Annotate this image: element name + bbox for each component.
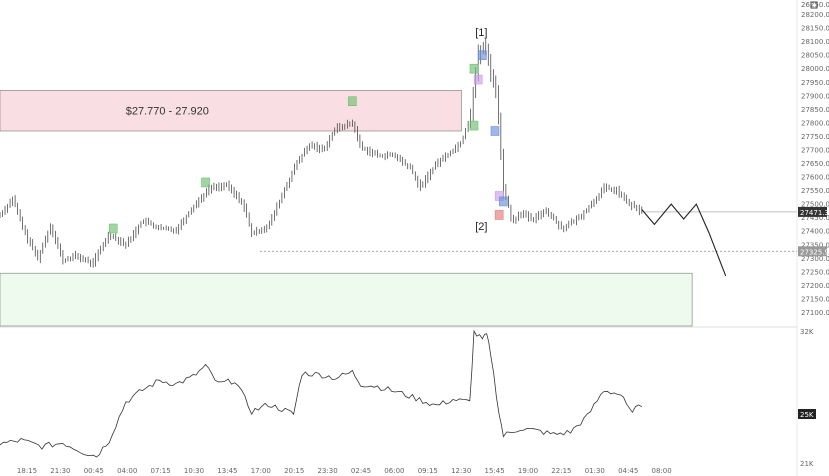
annotation-label: [2]: [475, 221, 487, 233]
price-tick-label: 26250.0: [801, 1, 829, 9]
time-tick-label: 07:15: [151, 467, 171, 475]
signal-marker-purple: [473, 74, 483, 85]
time-tick-label: 00:45: [84, 467, 104, 475]
time-tick-label: 09:15: [418, 467, 438, 475]
price-tick-label: 27650.0: [801, 160, 829, 168]
price-tick-label: 27950.0: [801, 79, 829, 87]
signal-marker-blue: [499, 196, 508, 207]
signal-marker-green: [469, 63, 479, 74]
price-tick-label: 27450.0: [801, 214, 829, 222]
price-tick-label: 27750.0: [801, 133, 829, 141]
support-zone: [0, 272, 693, 327]
price-tick-label: 27600.0: [801, 174, 829, 182]
signal-marker-blue: [478, 50, 487, 60]
annotation-label: [1]: [475, 27, 487, 39]
price-tick-label: 27900.0: [801, 92, 829, 100]
signal-marker-green: [469, 120, 479, 131]
signal-marker-red: [494, 210, 504, 220]
zones-layer: $27.770 - 27.920: [0, 90, 693, 327]
price-tick-label: 27850.0: [801, 106, 829, 114]
price-tick-label: 27400.0: [801, 228, 829, 236]
last-price-label: 27471.3: [800, 209, 829, 217]
price-tick-label: 27700.0: [801, 146, 829, 154]
markers-layer: [108, 50, 508, 234]
signal-marker-blue: [490, 126, 500, 136]
time-tick-label: 17:00: [251, 467, 271, 475]
time-tick-label: 04:45: [618, 467, 638, 475]
signal-marker-green: [201, 177, 210, 188]
time-tick-label: 23:30: [318, 467, 338, 475]
price-tick-label: 28000.0: [801, 65, 829, 73]
time-tick-label: 08:00: [652, 467, 672, 475]
time-tick-label: 22:15: [551, 467, 571, 475]
price-tick-label: 27550.0: [801, 187, 829, 195]
time-tick-label: 18:15: [17, 467, 37, 475]
price-tick-label: 27100.0: [801, 309, 829, 317]
zone-label: $27.770 - 27.920: [126, 106, 209, 118]
time-tick-label: 10:30: [184, 467, 204, 475]
price-tick-label: 27500.0: [801, 201, 829, 209]
time-tick-label: 12:30: [451, 467, 471, 475]
price-tick-label: 28150.0: [801, 25, 829, 33]
level-price-label: 27325.9: [800, 248, 829, 256]
close-icon[interactable]: [810, 1, 818, 9]
time-tick-label: 02:45: [351, 467, 371, 475]
annotations-layer: [1] [2]: [475, 27, 487, 233]
time-tick-label: 15:45: [485, 467, 505, 475]
price-tick-label: 28200.0: [801, 11, 829, 19]
level-price-label-box: [798, 246, 827, 257]
price-tick-label: 27200.0: [801, 282, 829, 290]
volume-tick-label: 21K: [800, 460, 814, 468]
price-tick-label: 27300.0: [801, 255, 829, 263]
price-tick-label: 27800.0: [801, 119, 829, 127]
price-bars-layer: [0, 38, 643, 268]
last-price-label-box: [798, 206, 827, 217]
signal-marker-green: [108, 223, 118, 234]
volume-current-box: [798, 409, 816, 419]
time-tick-label: 21:30: [50, 467, 70, 475]
price-tick-label: 28050.0: [801, 52, 829, 60]
volume-line: [0, 329, 643, 458]
time-tick-label: 20:15: [284, 467, 304, 475]
projection-path: [641, 203, 727, 277]
time-tick-label: 19:00: [518, 467, 538, 475]
volume-tick-label: 32K: [800, 328, 814, 336]
time-tick-label: 04:00: [117, 467, 137, 475]
time-tick-label: 13:45: [217, 467, 237, 475]
time-tick-label: 01:30: [585, 467, 605, 475]
resistance-zone: [0, 90, 462, 132]
price-tick-label: 27250.0: [801, 268, 829, 276]
signal-marker-green: [348, 96, 357, 107]
lines-layer: [260, 203, 797, 277]
time-tick-label: 06:00: [384, 467, 404, 475]
price-tick-label: 27350.0: [801, 241, 829, 249]
price-tick-label: 28100.0: [801, 38, 829, 46]
volume-current-label: 25K: [800, 411, 814, 419]
price-tick-label: 27150.0: [801, 295, 829, 303]
volume-layer: [0, 329, 643, 458]
